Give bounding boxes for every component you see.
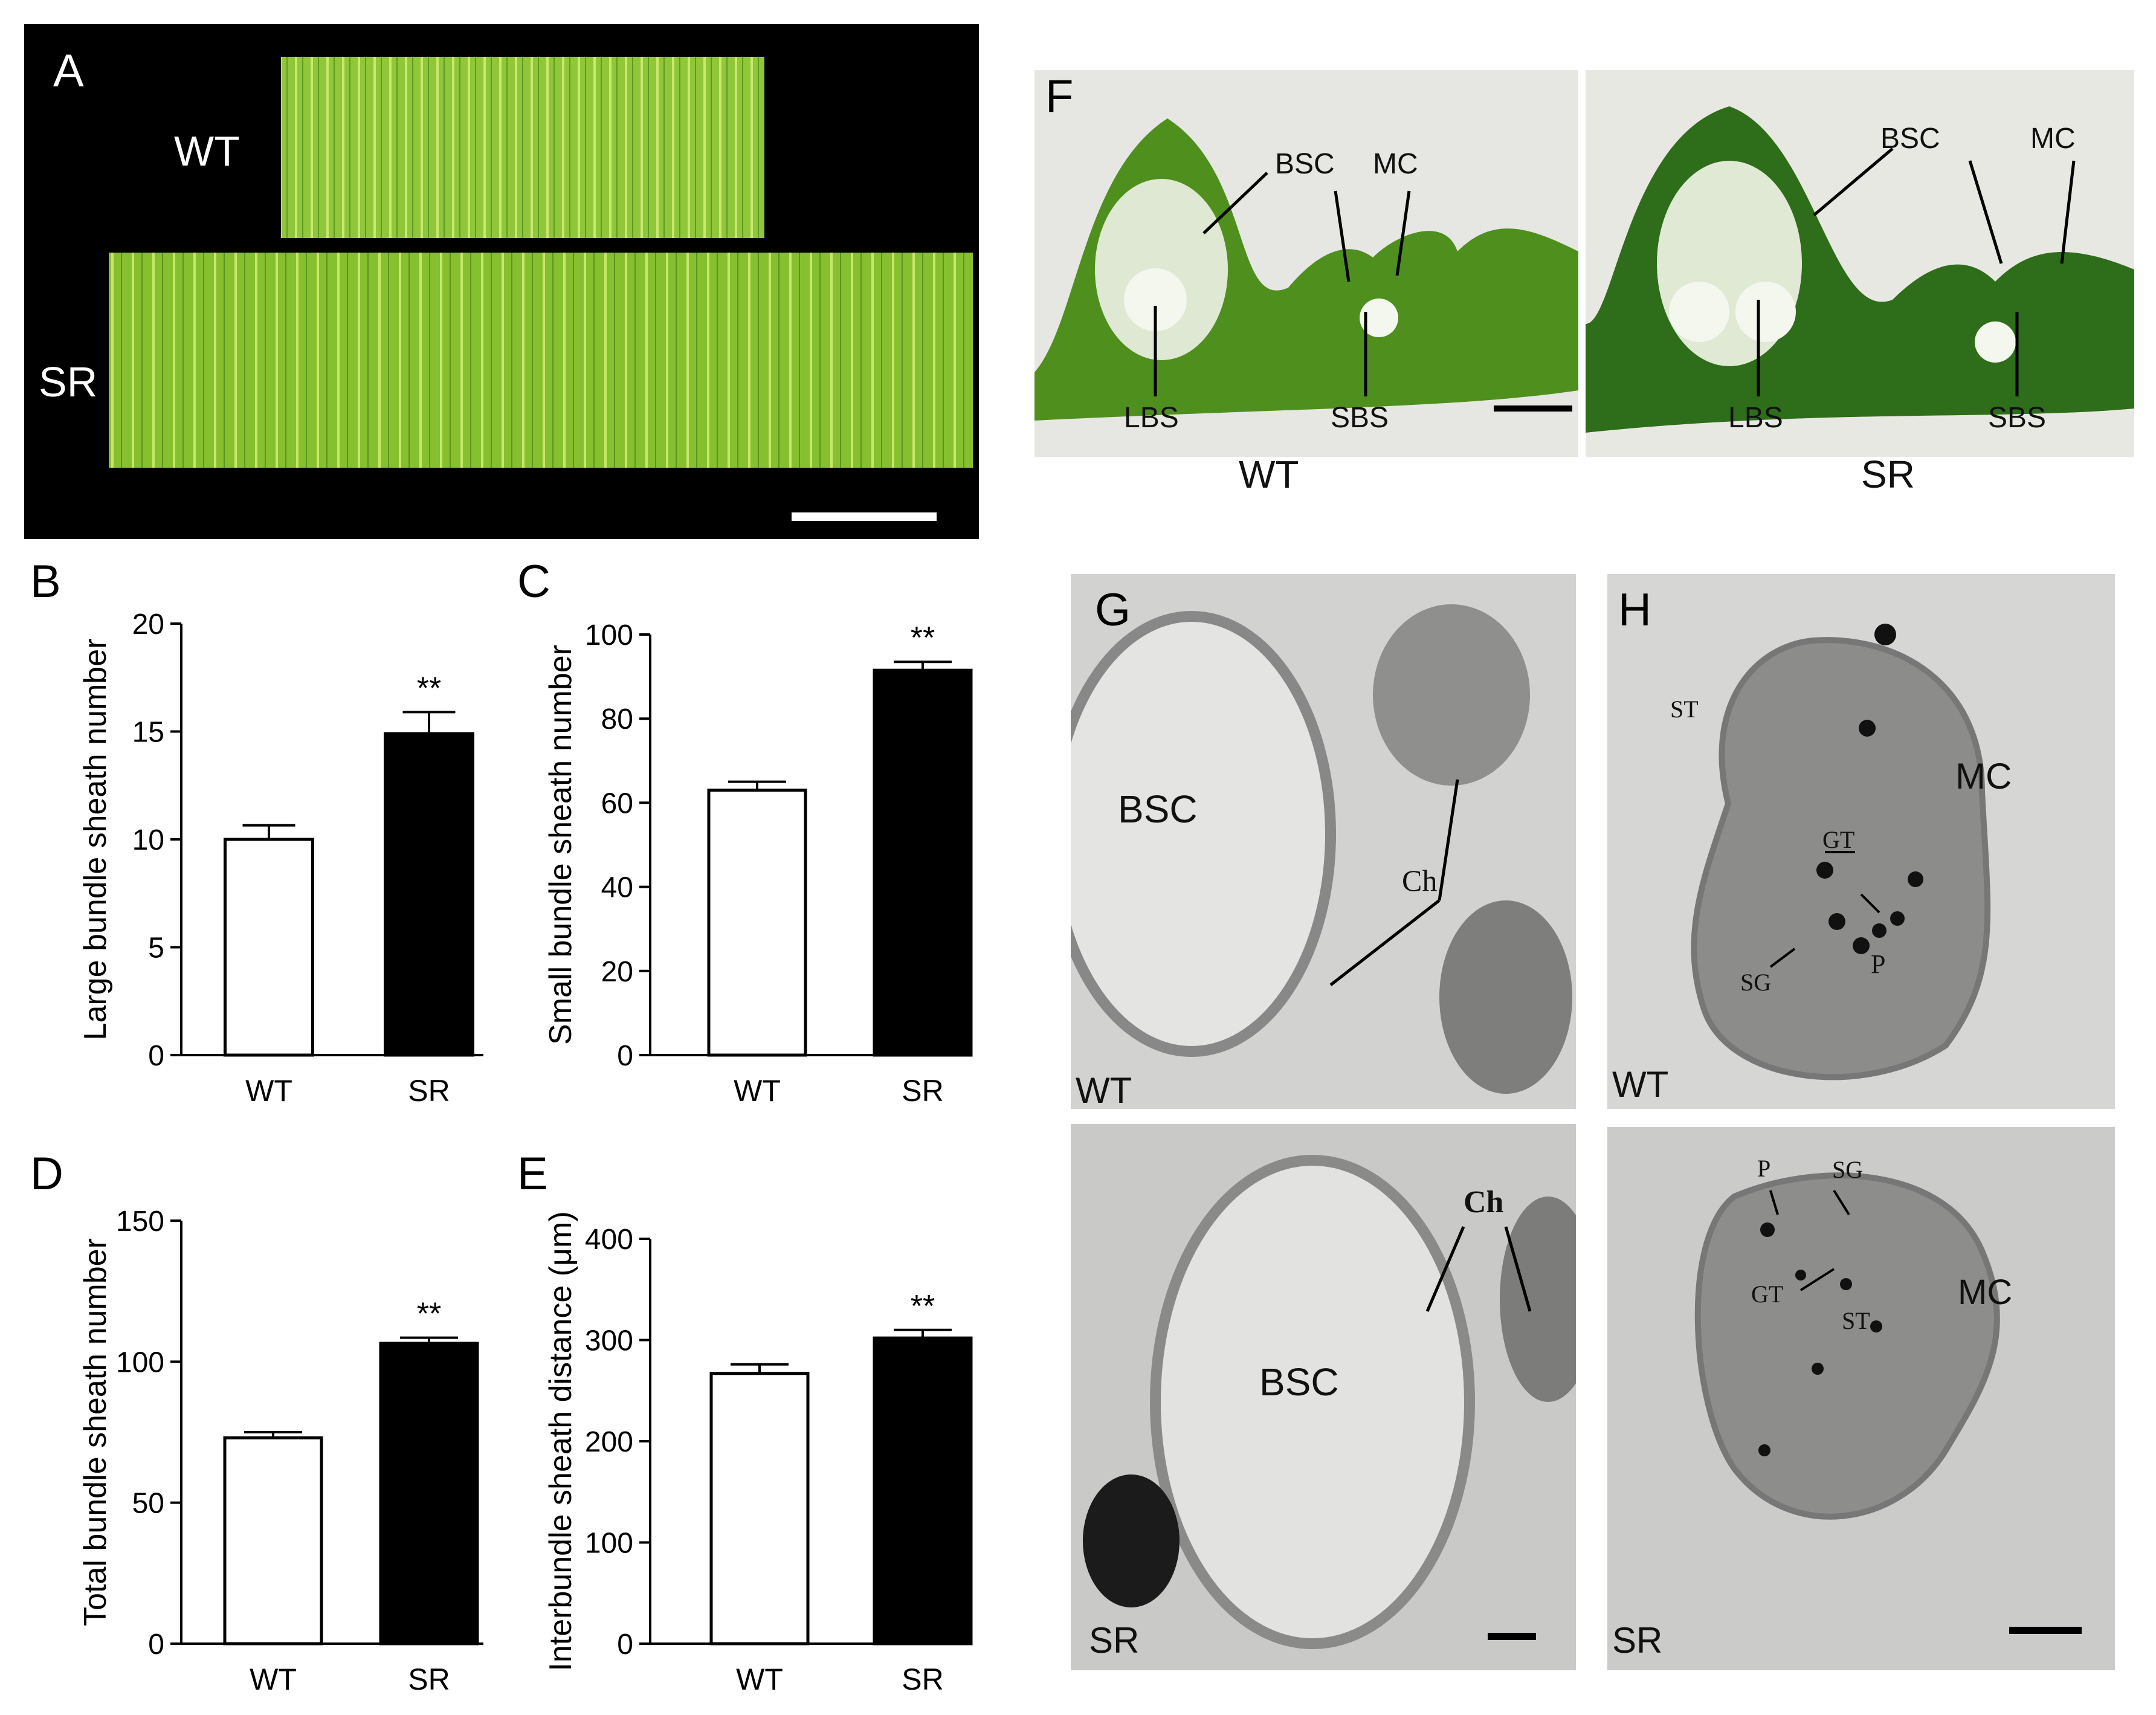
y-axis-label: Small bundle sheath number bbox=[544, 645, 578, 1045]
annot-h-sr-p: P bbox=[1757, 1155, 1771, 1182]
row-label-sr: SR bbox=[39, 358, 98, 405]
chart-c: Small bundle sheath number 0 20 40 60 80 100 WT… bbox=[544, 619, 973, 1108]
annot-g-wt-ch: Ch bbox=[1402, 864, 1438, 897]
x-tick-label-wt: WT bbox=[250, 1662, 297, 1696]
y-axis-label: Interbundle sheath distance (μm) bbox=[544, 1211, 578, 1671]
annot-h-wt-st: ST bbox=[1670, 696, 1699, 723]
tag-h-sr: SR bbox=[1612, 1620, 1663, 1661]
y-tick-label: 0 bbox=[617, 1040, 633, 1072]
annot-wt-lbs: LBS bbox=[1124, 402, 1179, 434]
panel-label-a: A bbox=[53, 45, 84, 97]
x-tick-label-wt: WT bbox=[245, 1074, 292, 1108]
y-tick-label: 50 bbox=[132, 1488, 164, 1520]
bar-sr bbox=[873, 1336, 973, 1646]
panel-label-b: B bbox=[30, 556, 61, 607]
x-tick-label-wt: WT bbox=[736, 1662, 783, 1696]
y-tick-label: 100 bbox=[585, 619, 633, 651]
annot-g-wt-bsc: BSC bbox=[1118, 787, 1198, 831]
y-tick-label: 200 bbox=[585, 1426, 633, 1458]
x-tick-label-sr: SR bbox=[408, 1074, 450, 1108]
y-tick-label: 150 bbox=[116, 1206, 164, 1238]
panel-g-image bbox=[1047, 574, 1596, 1670]
y-tick-label: 10 bbox=[132, 824, 164, 856]
tag-g-sr: SR bbox=[1089, 1620, 1140, 1661]
caption-f-sr: SR bbox=[1861, 453, 1915, 496]
panel-h: H ST GT MC P SG WT P SG MC GT ST SR bbox=[1607, 574, 2115, 1670]
bar-wt bbox=[709, 1372, 810, 1646]
y-tick-label: 60 bbox=[601, 787, 633, 819]
panel-g: G BSC Ch WT BSC Ch SR bbox=[1047, 574, 1596, 1670]
significance-marker: ** bbox=[417, 671, 441, 706]
y-tick-label: 400 bbox=[585, 1224, 633, 1256]
x-tick-label-wt: WT bbox=[734, 1074, 781, 1108]
annot-sr-lbs: LBS bbox=[1728, 402, 1783, 434]
y-tick-label: 15 bbox=[132, 717, 164, 749]
y-axis-label: Large bundle sheath number bbox=[78, 639, 113, 1041]
y-axis-label: Total bundle sheath number bbox=[78, 1238, 113, 1626]
significance-marker: ** bbox=[911, 621, 935, 656]
annot-h-wt-sg: SG bbox=[1740, 969, 1772, 996]
panel-label-h: H bbox=[1618, 584, 1651, 636]
x-tick-label-sr: SR bbox=[408, 1662, 450, 1696]
bar-sr bbox=[379, 1342, 479, 1646]
y-tick-label: 100 bbox=[585, 1528, 633, 1560]
y-tick-label: 20 bbox=[601, 956, 633, 988]
tag-h-wt: WT bbox=[1612, 1064, 1669, 1105]
row-label-wt: WT bbox=[174, 128, 240, 175]
y-tick-label: 40 bbox=[601, 872, 633, 904]
annot-sr-mc: MC bbox=[2030, 123, 2076, 155]
panel-label-d: D bbox=[30, 1148, 63, 1200]
annot-h-sr-st: ST bbox=[1842, 1307, 1870, 1334]
chart-b: Large bundle sheath number 0 5 10 15 20 WT SR ** bbox=[78, 609, 483, 1108]
annot-sr-sbs: SBS bbox=[1988, 402, 2047, 434]
caption-f-wt: WT bbox=[1239, 453, 1299, 496]
significance-marker: ** bbox=[417, 1297, 441, 1332]
annot-h-sr-mc: MC bbox=[1958, 1273, 2013, 1312]
y-tick-label: 0 bbox=[617, 1629, 633, 1661]
annot-wt-sbs: SBS bbox=[1331, 402, 1389, 434]
y-tick-label: 0 bbox=[148, 1040, 164, 1072]
bar-wt bbox=[707, 789, 807, 1057]
bar-sr bbox=[384, 732, 474, 1057]
panel-a-image bbox=[109, 57, 973, 521]
panel-h-image bbox=[1607, 574, 2115, 1670]
chart-e: Interbundle sheath distance (μm) 0 100 200 3… bbox=[544, 1211, 973, 1696]
annot-g-sr-bsc: BSC bbox=[1259, 1360, 1339, 1404]
tag-g-wt: WT bbox=[1076, 1070, 1132, 1111]
annot-h-wt-mc: MC bbox=[1955, 756, 2012, 796]
annot-h-sr-sg: SG bbox=[1832, 1156, 1864, 1183]
y-tick-label: 80 bbox=[601, 703, 633, 735]
panel-label-e: E bbox=[517, 1148, 548, 1200]
y-tick-label: 5 bbox=[148, 932, 164, 964]
panel-f-image bbox=[1034, 70, 2134, 457]
annot-sr-bsc: BSC bbox=[1880, 123, 1940, 155]
panel-a: A WT SR bbox=[24, 24, 979, 539]
annot-wt-mc: MC bbox=[1373, 148, 1418, 180]
panel-f: F BSC MC LBS SBS BSC MC LBS SBS bbox=[1034, 70, 2134, 457]
annot-h-sr-gt: GT bbox=[1751, 1281, 1784, 1308]
x-tick-label-sr: SR bbox=[902, 1074, 943, 1108]
panel-label-c: C bbox=[517, 556, 550, 607]
y-tick-label: 300 bbox=[585, 1325, 633, 1357]
x-tick-label-sr: SR bbox=[902, 1662, 943, 1696]
annot-g-sr-ch: Ch bbox=[1464, 1185, 1504, 1219]
panel-label-f: F bbox=[1045, 71, 1074, 122]
bar-wt bbox=[223, 1436, 323, 1646]
annot-h-wt-gt: GT bbox=[1822, 826, 1855, 853]
y-tick-label: 20 bbox=[132, 609, 164, 641]
significance-marker: ** bbox=[911, 1289, 935, 1324]
annot-h-wt-p: P bbox=[1871, 949, 1886, 979]
bar-wt bbox=[224, 838, 314, 1057]
chart-d: Total bundle sheath number 0 50 100 150 WT SR *… bbox=[78, 1206, 483, 1696]
y-tick-label: 0 bbox=[148, 1629, 164, 1661]
panel-label-g: G bbox=[1095, 584, 1131, 636]
y-tick-label: 100 bbox=[116, 1346, 164, 1378]
bar-sr bbox=[873, 668, 973, 1057]
annot-wt-bsc: BSC bbox=[1275, 148, 1335, 180]
